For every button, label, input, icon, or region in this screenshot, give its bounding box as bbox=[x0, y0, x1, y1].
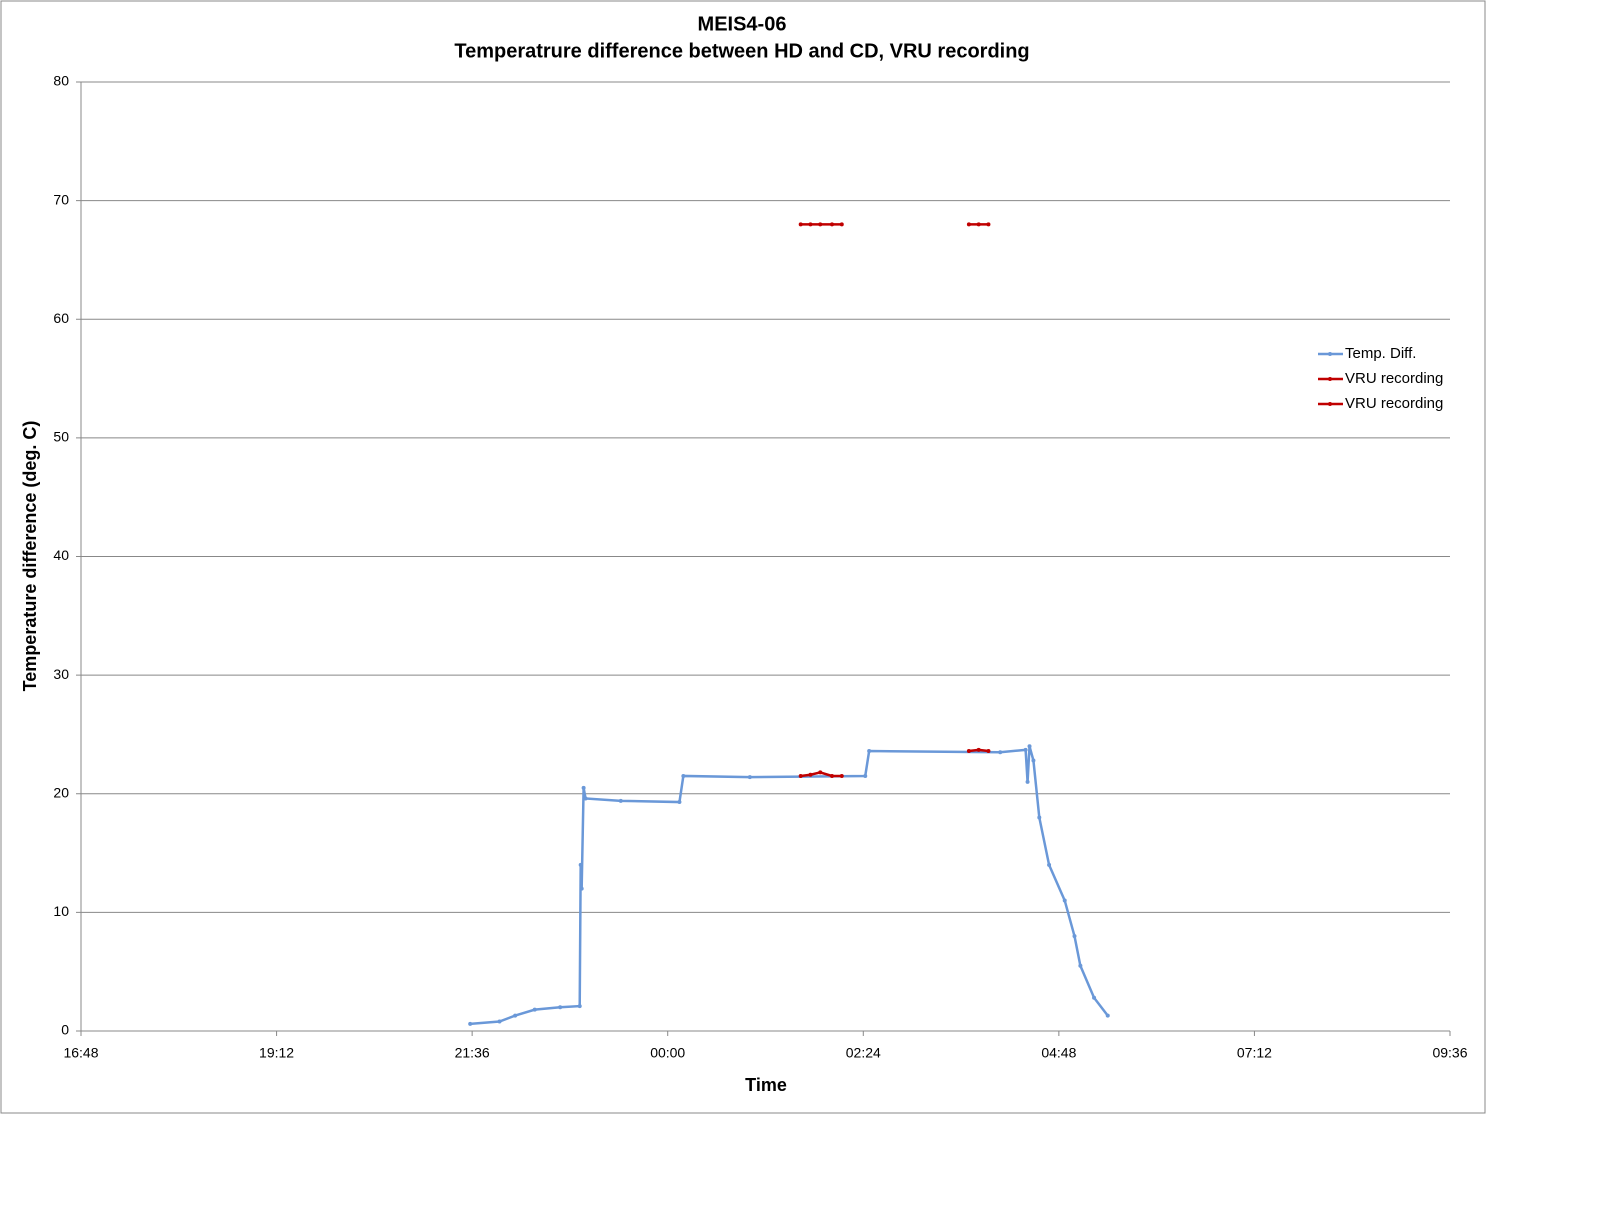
point-marker bbox=[808, 772, 813, 777]
point-marker bbox=[618, 798, 623, 803]
point-marker bbox=[1105, 1013, 1110, 1018]
point-marker bbox=[1025, 779, 1030, 784]
y-tick-label: 70 bbox=[53, 191, 69, 207]
y-axis-label: Temperature difference (deg. C) bbox=[20, 421, 40, 692]
x-tick-label: 07:12 bbox=[1237, 1045, 1272, 1061]
y-tick-label: 0 bbox=[61, 1022, 69, 1038]
point-marker bbox=[839, 222, 844, 227]
legend-label: Temp. Diff. bbox=[1345, 345, 1416, 362]
point-marker bbox=[976, 747, 981, 752]
point-marker bbox=[1092, 995, 1097, 1000]
point-marker bbox=[798, 222, 803, 227]
chart-title: MEIS4-06 bbox=[698, 13, 787, 35]
point-marker bbox=[863, 773, 868, 778]
x-tick-label: 00:00 bbox=[650, 1045, 685, 1061]
point-marker bbox=[577, 1004, 582, 1009]
y-tick-label: 40 bbox=[53, 547, 69, 563]
y-tick-label: 80 bbox=[53, 73, 69, 89]
point-marker bbox=[1062, 898, 1067, 903]
point-marker bbox=[677, 800, 682, 805]
point-marker bbox=[1078, 963, 1083, 968]
y-tick-label: 50 bbox=[53, 429, 69, 445]
point-marker bbox=[966, 749, 971, 754]
point-marker bbox=[747, 775, 752, 780]
x-tick-label: 04:48 bbox=[1041, 1045, 1076, 1061]
chart-subtitle: Temperatrure difference between HD and C… bbox=[454, 40, 1029, 62]
point-marker bbox=[468, 1021, 473, 1026]
y-tick-label: 60 bbox=[53, 310, 69, 326]
x-axis-label: Time bbox=[745, 1075, 787, 1095]
point-marker bbox=[681, 773, 686, 778]
legend-label: VRU recording bbox=[1345, 395, 1443, 412]
y-tick-label: 30 bbox=[53, 666, 69, 682]
point-marker bbox=[558, 1005, 563, 1010]
point-marker bbox=[798, 773, 803, 778]
x-tick-label: 02:24 bbox=[846, 1045, 881, 1061]
legend-label: VRU recording bbox=[1345, 370, 1443, 387]
point-marker bbox=[579, 886, 584, 891]
x-tick-label: 21:36 bbox=[455, 1045, 490, 1061]
point-marker bbox=[986, 222, 991, 227]
x-tick-label: 09:36 bbox=[1432, 1045, 1467, 1061]
point-marker bbox=[583, 796, 588, 801]
point-marker bbox=[818, 222, 823, 227]
point-marker bbox=[808, 222, 813, 227]
point-marker bbox=[513, 1013, 518, 1018]
x-tick-label: 16:48 bbox=[63, 1045, 98, 1061]
point-marker bbox=[966, 222, 971, 227]
point-marker bbox=[829, 773, 834, 778]
point-marker bbox=[497, 1019, 502, 1024]
point-marker bbox=[818, 770, 823, 775]
y-tick-label: 10 bbox=[53, 903, 69, 919]
point-marker bbox=[976, 222, 981, 227]
point-marker bbox=[1047, 862, 1052, 867]
point-marker bbox=[839, 773, 844, 778]
point-marker bbox=[1023, 747, 1028, 752]
x-tick-label: 19:12 bbox=[259, 1045, 294, 1061]
point-marker bbox=[578, 862, 583, 867]
legend-marker bbox=[1328, 377, 1332, 381]
legend-marker bbox=[1328, 402, 1332, 406]
point-marker bbox=[1037, 815, 1042, 820]
point-marker bbox=[986, 749, 991, 754]
point-marker bbox=[829, 222, 834, 227]
point-marker bbox=[867, 749, 872, 754]
y-tick-label: 20 bbox=[53, 784, 69, 800]
point-marker bbox=[998, 750, 1003, 755]
point-marker bbox=[1027, 744, 1032, 749]
legend-marker bbox=[1328, 352, 1332, 356]
point-marker bbox=[532, 1007, 537, 1012]
point-marker bbox=[1031, 758, 1036, 763]
series-line bbox=[470, 745, 1109, 1026]
point-marker bbox=[1072, 934, 1077, 939]
point-marker bbox=[581, 785, 586, 790]
